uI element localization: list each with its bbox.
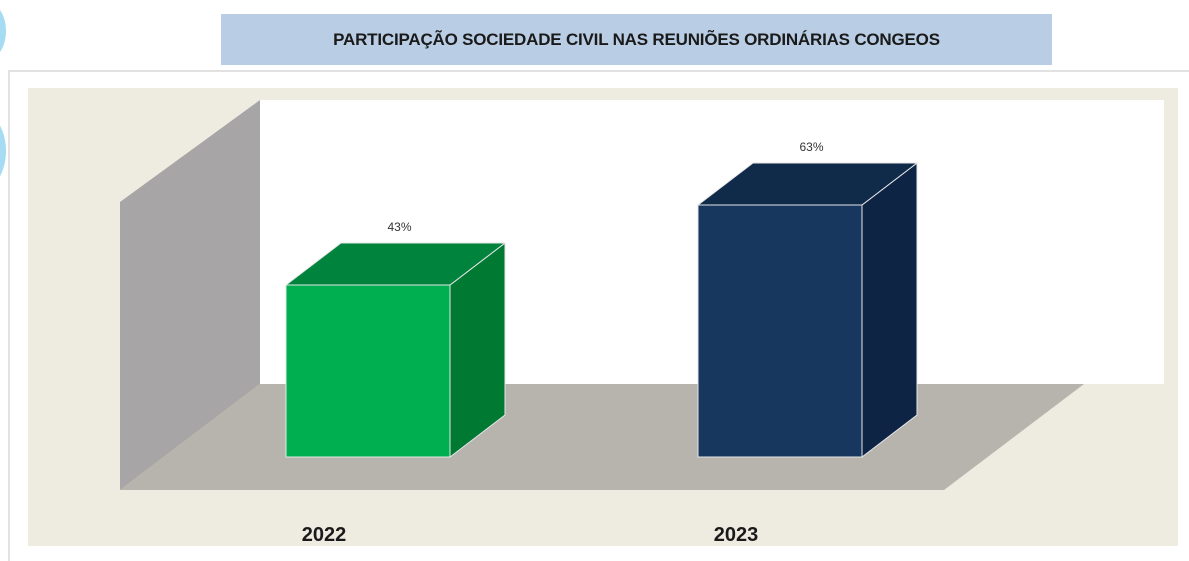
data-label-2023: 63% — [799, 140, 823, 154]
chart-title-box: PARTICIPAÇÃO SOCIEDADE CIVIL NAS REUNIÕE… — [221, 14, 1052, 65]
chart-title: PARTICIPAÇÃO SOCIEDADE CIVIL NAS REUNIÕE… — [333, 29, 940, 49]
bar-2022 — [285, 284, 451, 458]
chart-frame — [8, 70, 1189, 561]
bar-2023 — [697, 204, 863, 458]
labels-group: 43% 2022 63% 2023 — [302, 140, 824, 546]
decorative-circle-top — [0, 0, 6, 62]
bars-group — [284, 161, 919, 459]
data-label-2022: 43% — [387, 220, 411, 234]
bar-side-2023 — [861, 161, 918, 459]
side-wall — [120, 100, 260, 490]
decorative-circle-middle — [0, 112, 6, 190]
tick-label-2022: 2022 — [302, 524, 347, 546]
floor — [120, 384, 1084, 490]
tick-label-2023: 2023 — [714, 524, 759, 546]
